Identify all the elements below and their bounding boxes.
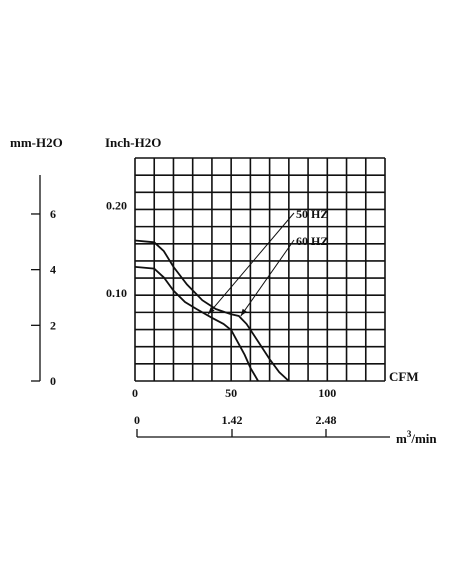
series-annotation-label: 50 HZ — [296, 207, 328, 221]
secondary-x-axis-label-main: m — [396, 431, 407, 446]
y-axis-label: Inch-H2O — [105, 135, 161, 150]
secondary-x-axis-label-sup: 3 — [407, 429, 412, 439]
left-mm-axis: 0 2 4 6 — [31, 175, 56, 388]
y-tick-labels: 0.10 0.20 — [106, 198, 127, 300]
x-tick-label: 100 — [318, 386, 336, 400]
left-axis-label: mm-H2O — [10, 135, 63, 150]
left-axis-tick-label: 2 — [50, 318, 56, 332]
x-tick-label: 0 — [132, 386, 138, 400]
annotation-leaders — [207, 212, 295, 317]
left-axis-tick-label: 4 — [50, 263, 56, 277]
x-axis-label: CFM — [389, 369, 419, 384]
secondary-axis-tick-label: 2.48 — [316, 413, 337, 427]
series-line-60-hz — [134, 239, 290, 382]
plot-grid — [134, 157, 386, 382]
secondary-m3-axis: 0 1.42 2.48 — [134, 413, 390, 438]
left-axis-tick-label: 0 — [50, 374, 56, 388]
y-tick-label: 0.20 — [106, 198, 127, 212]
series-annotations: 50 HZ 60 HZ — [296, 207, 328, 248]
secondary-axis-tick-label: 0 — [134, 413, 140, 427]
curve-layer — [134, 239, 290, 382]
annotation-arrowhead — [208, 307, 215, 315]
secondary-x-axis-label-tail: /min — [410, 431, 437, 446]
x-tick-labels: 0 50 100 — [132, 386, 336, 400]
x-tick-label: 50 — [225, 386, 237, 400]
y-tick-label: 0.10 — [106, 286, 127, 300]
secondary-axis-tick-label: 1.42 — [222, 413, 243, 427]
secondary-x-axis-label: m3/min — [396, 429, 437, 446]
annotation-leader-line — [240, 239, 295, 317]
left-axis-tick-label: 6 — [50, 207, 56, 221]
series-line-50-hz — [134, 266, 259, 382]
annotation-arrowhead — [240, 308, 247, 317]
annotation-leader-line — [207, 212, 295, 315]
series-annotation-label: 60 HZ — [296, 234, 328, 248]
